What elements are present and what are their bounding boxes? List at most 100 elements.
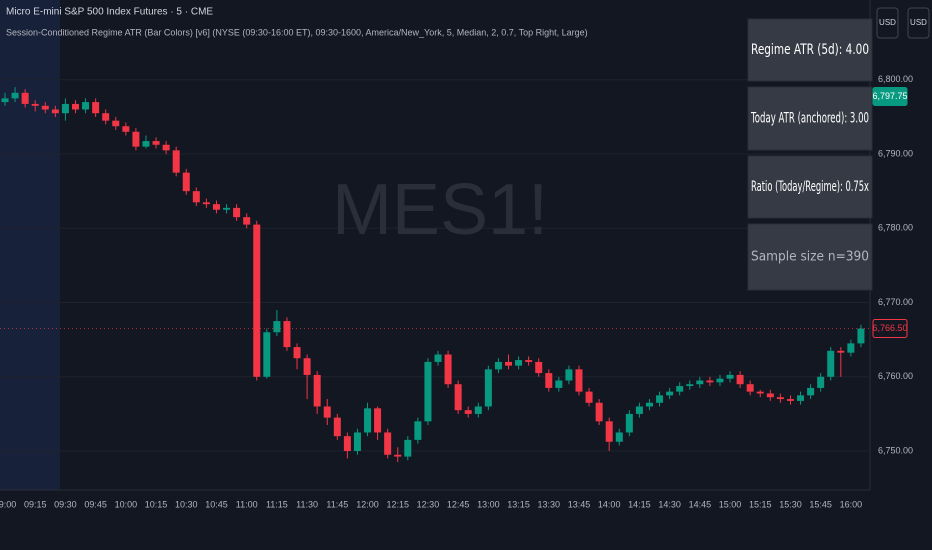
candle-body [263, 332, 271, 377]
x-tick-label: 16:00 [840, 499, 863, 509]
candle-body [666, 391, 674, 396]
x-tick-label: 14:30 [658, 499, 681, 509]
candle-body [444, 354, 452, 385]
y-tick-label: 6,800.00 [878, 74, 913, 84]
table-cell [747, 155, 873, 219]
candle-body [545, 373, 553, 388]
currency-button[interactable] [876, 7, 899, 39]
candle-body [323, 406, 331, 418]
candle-body [11, 92, 19, 99]
currency-button[interactable] [907, 7, 930, 39]
x-tick-label: 10:15 [145, 499, 168, 509]
candle-body [776, 397, 784, 400]
candle-body [535, 361, 543, 374]
x-tick-label: 11:30 [296, 499, 318, 509]
candle-body [807, 387, 815, 396]
candle-body [575, 369, 583, 392]
candle-body [353, 432, 361, 452]
x-tick-label: 09:15 [24, 499, 47, 509]
x-tick-label: 11:15 [266, 499, 288, 509]
candle-body [746, 384, 754, 392]
currency-button-label[interactable]: USD [910, 18, 927, 27]
x-tick-label: 10:00 [115, 499, 138, 509]
candle-body [21, 92, 29, 104]
candle-body [756, 391, 764, 394]
candle-body [273, 321, 281, 333]
candle-body [595, 402, 603, 422]
candle-body [172, 150, 180, 173]
price-label: 6,766.50 [872, 323, 907, 333]
x-tick-label: 14:00 [598, 499, 621, 509]
candle-body [827, 350, 835, 377]
x-tick-label: 15:15 [749, 499, 772, 509]
watermark: MES1! [332, 170, 548, 250]
table-cell [747, 86, 873, 151]
candle-body [394, 454, 402, 457]
candle-body [656, 395, 664, 403]
candle-body [434, 354, 442, 362]
candle-body [625, 413, 633, 433]
candle-body [71, 103, 79, 110]
candle-body [766, 393, 774, 398]
candle-body [505, 361, 512, 366]
candle-body [676, 386, 684, 392]
candle-body [696, 380, 704, 385]
table-cell [747, 18, 873, 82]
pre-session-shade [0, 0, 60, 490]
candle-body [847, 343, 855, 353]
x-tick-label: 14:45 [689, 499, 712, 509]
candle-body [484, 369, 492, 407]
x-tick-label: 10:45 [205, 499, 228, 509]
table-cell-text: Today ATR (anchored): 3.00 [750, 111, 869, 127]
candle-body [454, 384, 462, 411]
x-tick-label: 14:15 [628, 499, 651, 509]
currency-button-label[interactable]: USD [879, 18, 896, 27]
candle-body [132, 131, 140, 147]
x-tick-label: 10:30 [175, 499, 198, 509]
candle-body [565, 369, 573, 381]
x-tick-label: 15:00 [719, 499, 742, 509]
candle-body [555, 380, 563, 388]
x-tick-label: 12:00 [356, 499, 379, 509]
candle-body [152, 141, 160, 145]
y-tick-label: 6,790.00 [878, 148, 913, 158]
candle-body [142, 141, 150, 147]
x-tick-label: 15:30 [779, 499, 802, 509]
candle-body [414, 421, 422, 440]
x-tick-label: 12:30 [417, 499, 440, 509]
x-tick-label: 13:30 [538, 499, 561, 509]
candle-body [92, 102, 100, 114]
x-tick-label: 09:30 [54, 499, 77, 509]
candle-body [645, 402, 653, 407]
candle-body [1, 98, 9, 103]
symbol-title: Micro E-mini S&P 500 Index Futures · 5 ·… [6, 7, 213, 18]
table-cell-text: Ratio (Today/Regime): 0.75x [751, 179, 869, 195]
candle-body [494, 361, 502, 370]
candle-body [525, 360, 533, 362]
table-cell-text: Regime ATR (5d): 4.00 [751, 42, 869, 58]
candle-body [343, 436, 351, 452]
price-label-box [872, 87, 908, 107]
candle-body [404, 439, 412, 457]
candle-body [333, 417, 341, 437]
candle-body [706, 380, 714, 383]
candle-body [797, 395, 805, 401]
candle-body [233, 207, 241, 218]
candle-body [726, 374, 734, 379]
candle-body [182, 172, 190, 192]
candle-body [736, 374, 744, 385]
table-cell [747, 223, 873, 291]
candle-body [686, 384, 694, 387]
candle-body [313, 374, 321, 407]
x-tick-label: 13:00 [477, 499, 500, 509]
candle-body [223, 207, 231, 210]
candle-body [41, 105, 49, 110]
candle-body [283, 321, 291, 348]
candle-body [243, 217, 251, 225]
price-label-box [872, 319, 908, 339]
x-tick-label: 11:45 [326, 499, 348, 509]
candle-body [615, 432, 623, 442]
candle-body [364, 408, 372, 433]
candle-body [202, 202, 210, 205]
